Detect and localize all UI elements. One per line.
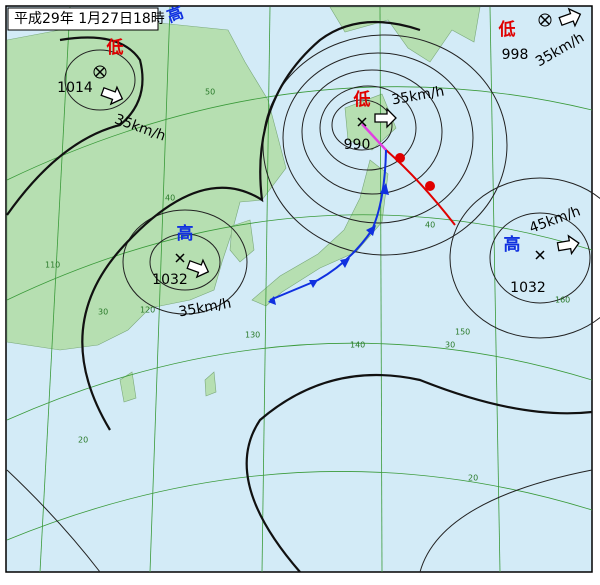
system-kind: 低	[106, 37, 124, 58]
system-kind: 低	[498, 19, 516, 40]
fronts	[268, 123, 456, 305]
grid-label: 40	[165, 194, 175, 203]
motion-arrow	[374, 107, 397, 129]
grid-label: 30	[98, 308, 108, 317]
grid-label: 20	[468, 474, 478, 483]
center-mark	[535, 250, 545, 260]
grid-label: 20	[78, 436, 88, 445]
grid-lines	[6, 6, 593, 573]
system-kind: 高	[504, 234, 521, 255]
motion-arrow	[556, 234, 580, 256]
pressure: 990	[344, 137, 371, 153]
grid-label: 160	[555, 296, 570, 305]
center-circle	[93, 65, 107, 79]
center-mark	[357, 117, 367, 127]
motion-arrow	[558, 7, 582, 28]
grid-label: 110	[45, 261, 60, 270]
grid-label: 40	[425, 221, 435, 230]
center-mark	[540, 15, 550, 25]
grid-label: 150	[455, 328, 470, 337]
grid-label: 140	[350, 341, 365, 350]
title-box	[7, 7, 159, 31]
title: 平成29年 1月27日18時	[14, 11, 165, 27]
isobars	[6, 20, 600, 573]
center-circle	[538, 13, 552, 27]
grid-label: 130	[245, 331, 260, 340]
grid-label: 50	[205, 88, 215, 97]
pressure: 1014	[57, 80, 93, 96]
pressure: 1032	[152, 272, 188, 288]
grid-labels: 50 40 30 20 110 120 130 140 150 160 30 20 40	[45, 88, 570, 483]
system-kind: 低	[353, 89, 371, 110]
motion-arrow	[186, 258, 210, 279]
high-mark: 高	[164, 3, 186, 26]
pressure: 998	[502, 47, 529, 63]
grid-label: 30	[445, 341, 455, 350]
center-mark	[175, 253, 185, 263]
pressure: 1032	[510, 280, 546, 296]
motion-arrow	[100, 85, 124, 106]
system-kind: 高	[177, 223, 194, 244]
grid-label: 120	[140, 306, 155, 315]
center-mark	[95, 67, 105, 77]
